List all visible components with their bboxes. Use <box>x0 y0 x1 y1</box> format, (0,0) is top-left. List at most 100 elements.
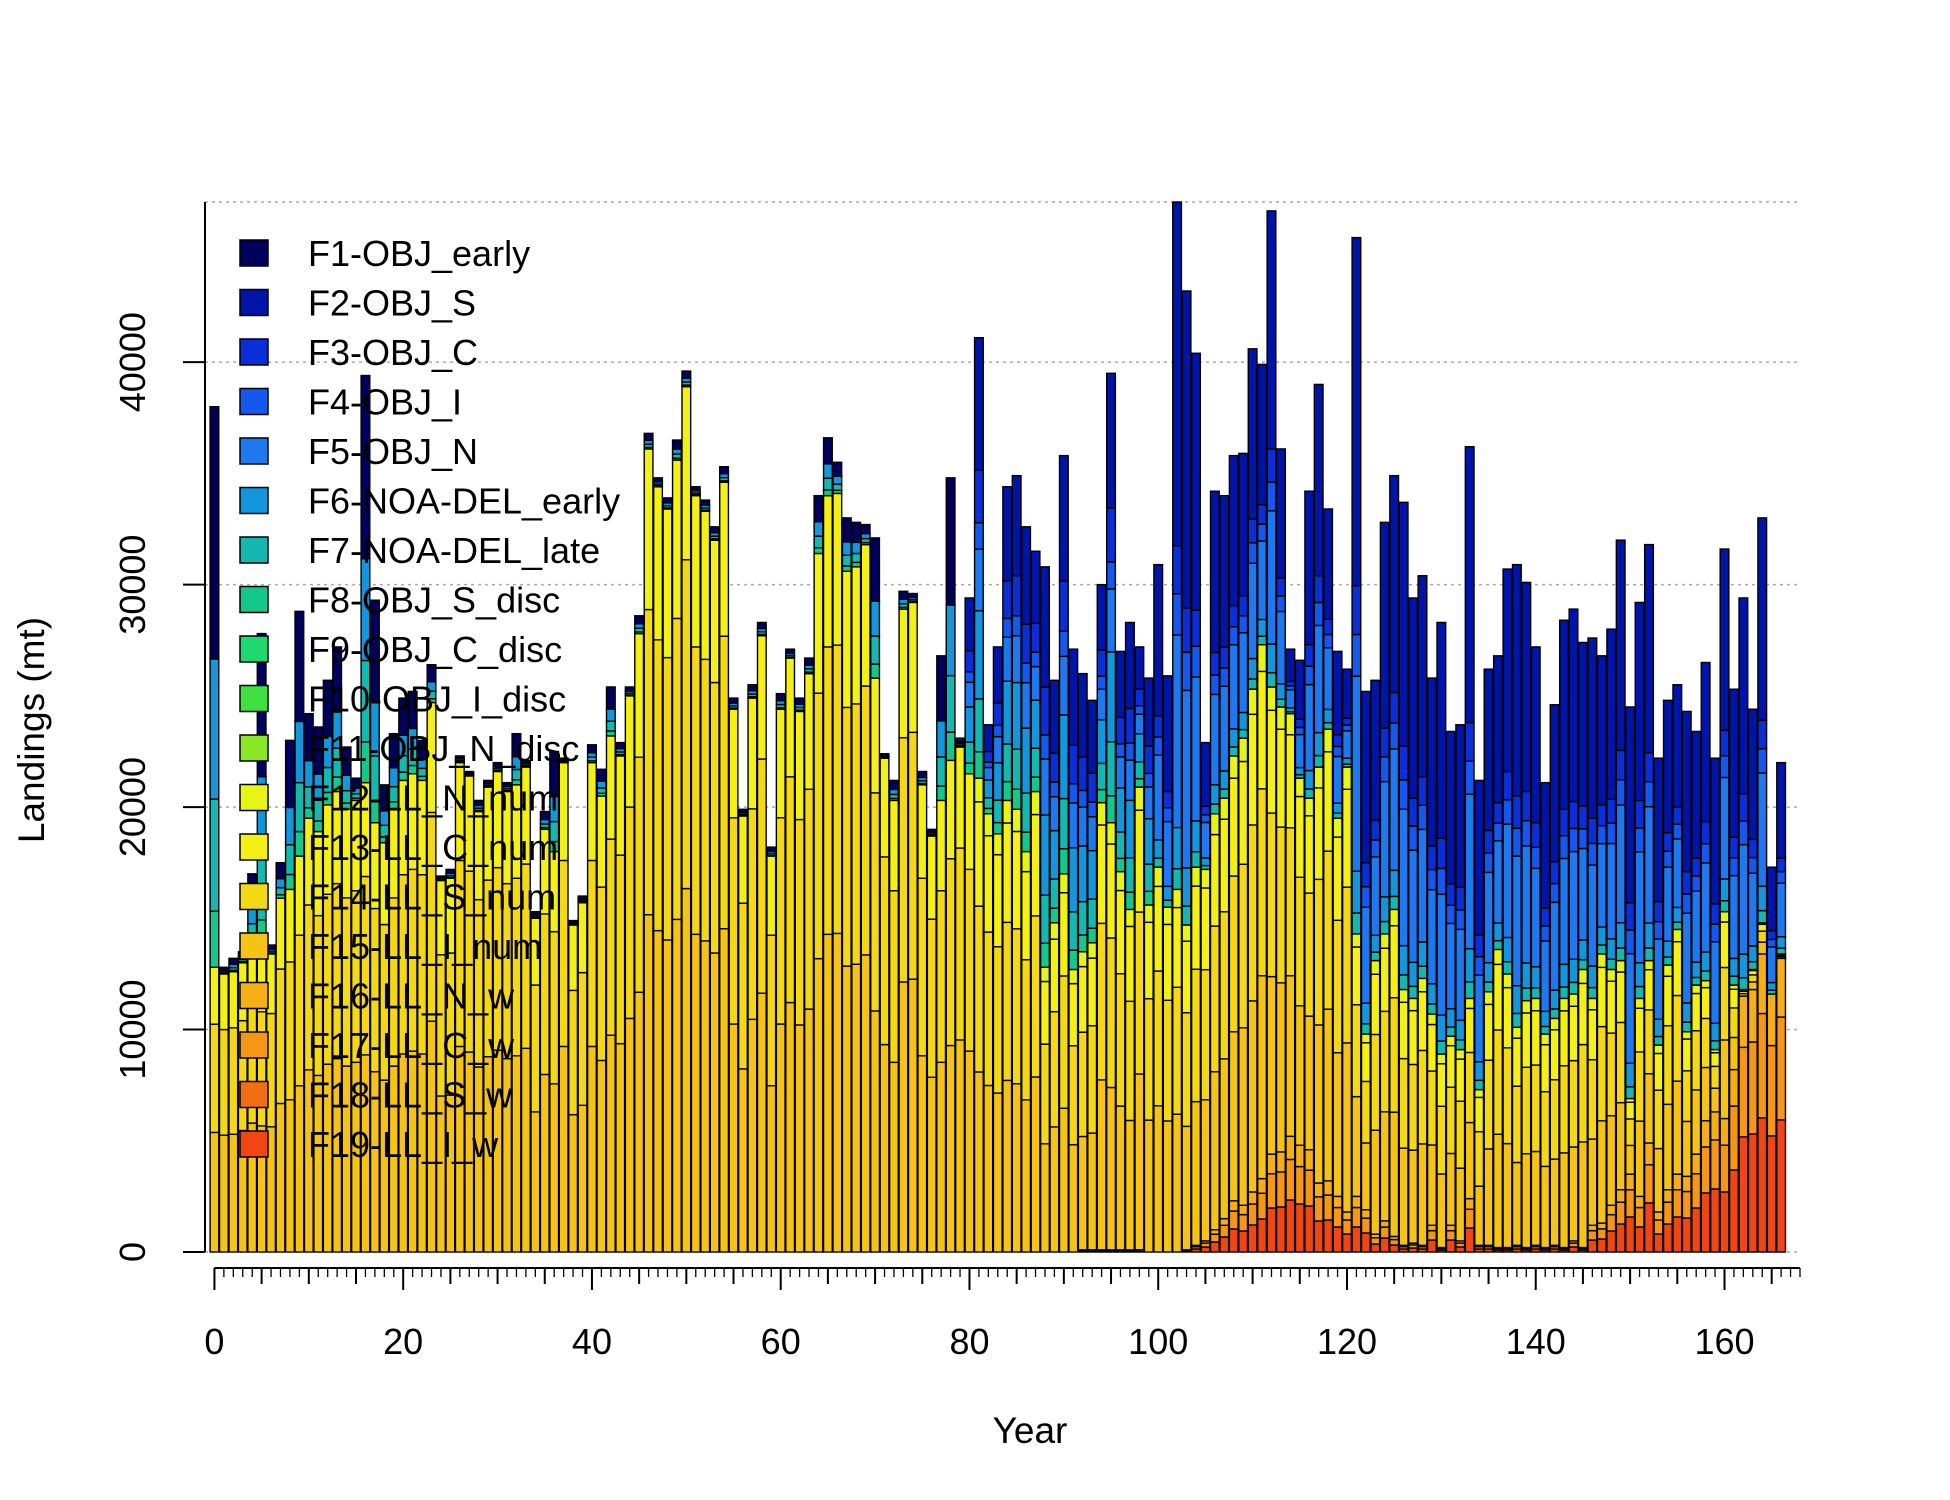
bar-segment <box>1162 820 1173 888</box>
bar-segment <box>1445 1152 1456 1227</box>
bar-segment <box>1540 940 1551 1013</box>
bar-segment <box>1304 683 1315 772</box>
bar-segment <box>775 692 786 702</box>
bar-segment <box>1681 1175 1692 1193</box>
bar-segment <box>1681 870 1692 895</box>
bar-segment <box>1228 1031 1239 1202</box>
bar-segment <box>964 597 975 652</box>
bar-segment <box>860 685 871 956</box>
bar-segment <box>1332 836 1343 922</box>
bar-segment <box>709 526 720 534</box>
bar-segment <box>1181 867 1192 907</box>
bar-segment <box>1021 727 1032 794</box>
bar-segment <box>1058 1107 1069 1253</box>
bar-segment <box>841 517 852 543</box>
bar-segment <box>1719 548 1730 732</box>
bar-stack <box>775 692 786 1253</box>
bar-segment <box>1162 1120 1173 1253</box>
bar-segment <box>1643 751 1655 783</box>
bar-segment <box>1672 684 1683 808</box>
bar-segment <box>1351 236 1362 587</box>
bar-segment <box>1247 1191 1258 1205</box>
x-axis-title: Year <box>993 1410 1068 1451</box>
bar-segment <box>1417 1143 1428 1247</box>
bar-segment <box>1077 950 1088 968</box>
bar-segment <box>1370 839 1381 858</box>
bar-segment <box>1209 693 1220 786</box>
bar-stack <box>1002 486 1013 1253</box>
bar-segment <box>1304 665 1315 686</box>
bar-segment <box>1256 363 1268 506</box>
bar-segment <box>992 762 1003 801</box>
bar-segment <box>1606 980 1617 1034</box>
bar-stack <box>379 784 390 1253</box>
bar-segment <box>1521 999 1532 1014</box>
bar-segment <box>1587 1224 1598 1232</box>
bar-segment <box>1445 1008 1456 1028</box>
bar-segment <box>1757 953 1768 1015</box>
bar-segment <box>1568 1146 1579 1242</box>
bar-segment <box>1247 1203 1258 1226</box>
bar-segment <box>1087 849 1098 900</box>
bar-segment <box>1304 769 1315 790</box>
bar-segment <box>1275 706 1286 730</box>
bar-segment <box>275 968 286 1105</box>
bar-segment <box>1559 986 1570 1000</box>
bar-segment <box>1776 935 1787 949</box>
bar-stack <box>596 768 607 1253</box>
bar-segment <box>1011 615 1022 637</box>
bar-segment <box>1172 826 1183 870</box>
bar-stack <box>1172 201 1183 1253</box>
bar-segment <box>1436 1105 1447 1175</box>
bar-stack <box>322 679 333 1253</box>
bar-stack <box>577 895 588 1253</box>
bar-segment <box>1266 1153 1277 1175</box>
bar-segment <box>1247 688 1258 716</box>
bar-segment <box>1304 643 1315 667</box>
bar-segment <box>388 732 399 769</box>
bar-segment <box>1030 651 1041 668</box>
bar-segment <box>1313 754 1324 768</box>
bar-segment <box>1058 797 1069 850</box>
bar-segment <box>303 712 314 762</box>
bar-segment <box>1256 540 1268 621</box>
bar-segment <box>1332 650 1343 736</box>
bar-segment <box>294 934 305 1087</box>
legend-item: F9-OBJ_C_disc <box>239 629 562 670</box>
bar-segment <box>1766 1044 1777 1137</box>
bar-segment <box>1681 1031 1692 1040</box>
bar-segment <box>1455 928 1466 1022</box>
bar-segment <box>1200 868 1211 889</box>
bar-stack <box>398 697 409 1253</box>
bar-segment <box>605 1034 616 1253</box>
bar-segment <box>1200 741 1211 807</box>
bar-segment <box>1577 1043 1588 1143</box>
bar-segment <box>973 1071 984 1253</box>
bar-segment <box>275 878 286 889</box>
bar-segment <box>813 494 824 523</box>
bar-segment <box>766 855 777 936</box>
bar-segment <box>1341 1219 1353 1235</box>
bar-segment <box>1625 902 1636 931</box>
bar-segment <box>1332 1226 1343 1253</box>
bar-segment <box>1228 1210 1239 1230</box>
bar-segment <box>1634 851 1645 964</box>
bar-segment <box>1596 825 1607 845</box>
bar-segment <box>1275 1171 1286 1208</box>
bar-segment <box>228 1027 239 1135</box>
bar-segment <box>775 817 786 1025</box>
bar-segment <box>1596 1238 1607 1253</box>
bar-segment <box>1294 1144 1305 1168</box>
bar-segment <box>1011 575 1022 617</box>
bar-segment <box>1606 958 1617 971</box>
bar-segment <box>1634 985 1645 1000</box>
bar-segment <box>1408 1149 1419 1244</box>
bar-segment <box>1190 851 1202 868</box>
bar-segment <box>832 932 843 1253</box>
bar-stack <box>973 336 984 1253</box>
bar-segment <box>1115 756 1126 789</box>
bar-segment <box>1021 870 1032 961</box>
bar-stack <box>1256 363 1268 1253</box>
bar-segment <box>1568 1246 1579 1253</box>
bar-segment <box>1105 561 1117 590</box>
